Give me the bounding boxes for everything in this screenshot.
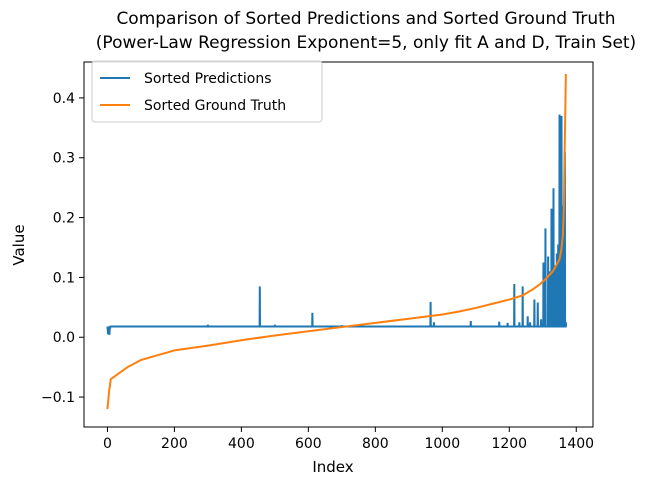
y-tick-label: 0.3: [53, 151, 75, 167]
series-line-predictions: [106, 114, 568, 335]
legend-label-ground-truth: Sorted Ground Truth: [144, 98, 286, 114]
legend: Sorted Predictions Sorted Ground Truth: [91, 60, 323, 123]
x-tick-label: 600: [295, 436, 322, 452]
series-line-ground-truth: [106, 73, 567, 410]
x-axis: 0 200 400 600 800 1000 1200 1400: [103, 427, 594, 452]
y-tick-label: −0.1: [41, 390, 75, 406]
legend-label-predictions: Sorted Predictions: [144, 71, 272, 87]
x-axis-label: Index: [312, 458, 353, 476]
plot-frame: [83, 61, 594, 428]
y-axis-label: Value: [10, 224, 28, 265]
x-tick-label: 1200: [491, 436, 527, 452]
x-tick-label: 1400: [558, 436, 594, 452]
legend-box: [91, 60, 323, 123]
y-tick-label: 0.4: [53, 91, 75, 107]
y-tick-label: 0.1: [53, 270, 75, 286]
chart-title: Comparison of Sorted Predictions and Sor…: [116, 9, 615, 29]
x-tick-label: 200: [161, 436, 188, 452]
y-tick-label: 0.0: [53, 330, 75, 346]
x-tick-label: 400: [228, 436, 255, 452]
chart-subtitle: (Power-Law Regression Exponent=5, only f…: [96, 33, 636, 53]
x-tick-label: 0: [103, 436, 112, 452]
y-axis: −0.1 0.0 0.1 0.2 0.3 0.4: [41, 91, 84, 406]
x-tick-label: 1000: [424, 436, 460, 452]
x-tick-label: 800: [362, 436, 389, 452]
y-tick-label: 0.2: [53, 211, 75, 227]
series-layer: [106, 73, 568, 410]
